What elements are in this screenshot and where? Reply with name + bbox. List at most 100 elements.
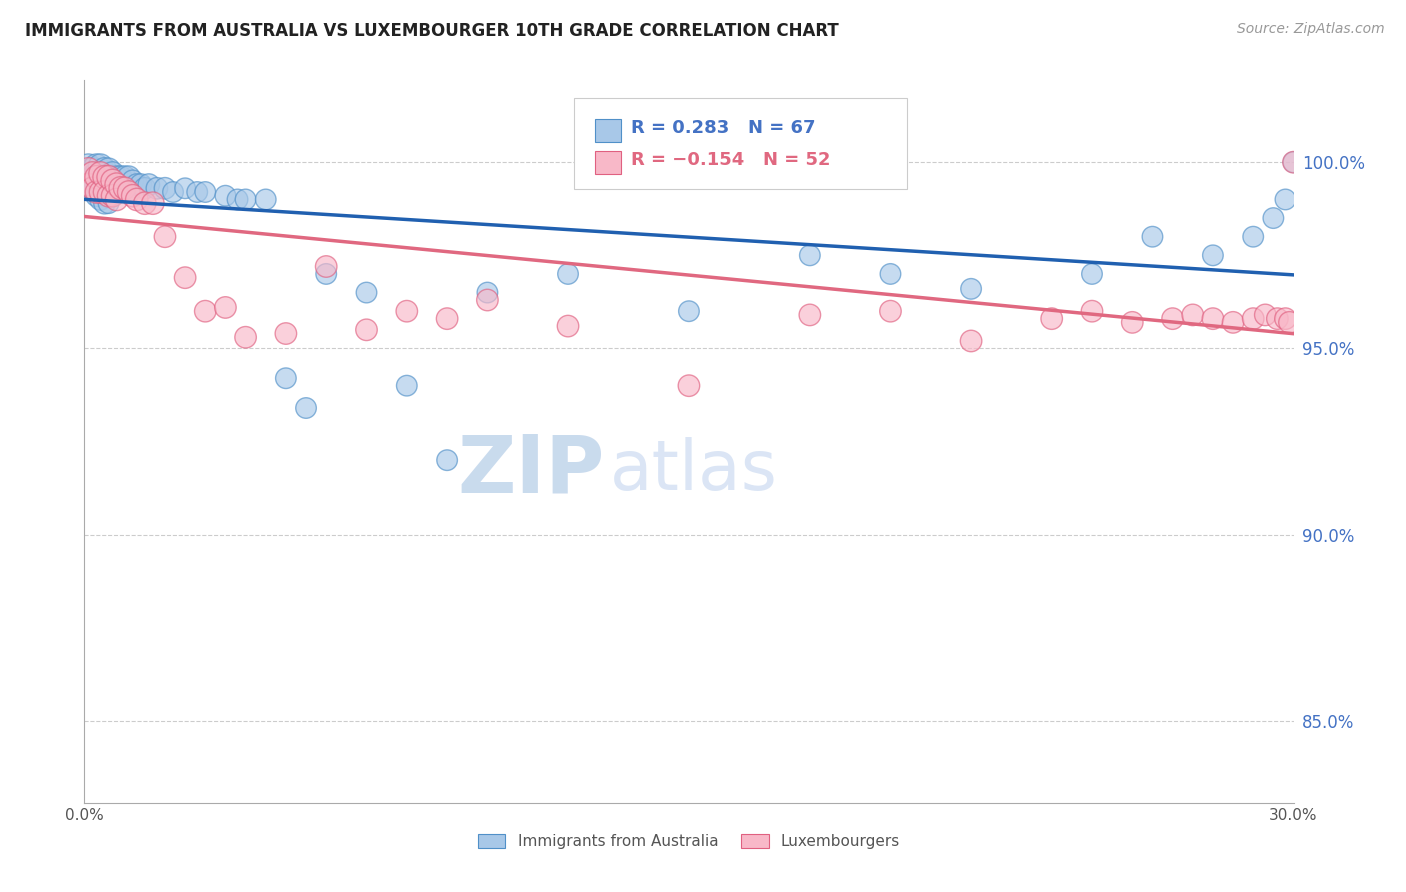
Point <box>86 188 108 202</box>
Point <box>110 170 132 185</box>
Point <box>105 178 128 192</box>
Point <box>1202 311 1225 326</box>
Point <box>118 170 141 185</box>
Point <box>1121 315 1143 329</box>
Point <box>315 260 337 274</box>
Point <box>557 319 579 334</box>
Point <box>1241 229 1264 244</box>
Point <box>678 304 700 318</box>
Point <box>121 188 143 202</box>
Point <box>356 323 378 337</box>
Point <box>1181 308 1204 322</box>
Point <box>1040 311 1063 326</box>
Point <box>477 285 499 300</box>
Point <box>146 181 169 195</box>
Point <box>1267 311 1289 326</box>
Point <box>879 304 901 318</box>
Point <box>1263 211 1285 225</box>
Point <box>86 159 108 173</box>
Point <box>1282 155 1305 169</box>
Legend: Immigrants from Australia, Luxembourgers: Immigrants from Australia, Luxembourgers <box>470 826 908 856</box>
Point <box>93 181 115 195</box>
Point <box>226 193 249 207</box>
Point <box>174 181 197 195</box>
Point <box>89 166 111 180</box>
Point <box>101 178 124 192</box>
Point <box>114 181 136 195</box>
Point <box>395 378 418 392</box>
Point <box>174 270 197 285</box>
Point <box>101 188 124 202</box>
Point <box>89 166 111 180</box>
Point <box>436 453 458 467</box>
Point <box>77 159 100 173</box>
Point <box>105 170 128 185</box>
Point <box>125 193 148 207</box>
Point <box>105 181 128 195</box>
Point <box>1278 315 1301 329</box>
Point <box>93 170 115 185</box>
Point <box>93 162 115 177</box>
Point <box>77 166 100 180</box>
Point <box>960 334 983 348</box>
Text: Source: ZipAtlas.com: Source: ZipAtlas.com <box>1237 22 1385 37</box>
Point <box>436 311 458 326</box>
Point <box>678 378 700 392</box>
Text: R = 0.283   N = 67: R = 0.283 N = 67 <box>631 120 815 137</box>
Text: atlas: atlas <box>610 437 778 504</box>
Point <box>97 170 120 185</box>
Point <box>1081 267 1104 281</box>
Point <box>118 185 141 199</box>
Point <box>101 166 124 180</box>
Text: ZIP: ZIP <box>457 432 605 509</box>
FancyBboxPatch shape <box>574 98 907 189</box>
Point <box>235 193 257 207</box>
Point <box>93 196 115 211</box>
Point <box>395 304 418 318</box>
Point <box>134 181 156 195</box>
Point <box>93 170 115 185</box>
Point <box>97 170 120 185</box>
Point <box>82 162 104 177</box>
Point <box>879 267 901 281</box>
Point <box>86 178 108 192</box>
Point <box>86 185 108 199</box>
Point <box>1142 229 1164 244</box>
Point <box>97 162 120 177</box>
Point <box>162 185 184 199</box>
Point <box>110 181 132 195</box>
Point <box>235 330 257 344</box>
Point <box>77 181 100 195</box>
Point <box>557 267 579 281</box>
Point <box>89 159 111 173</box>
Point <box>1161 311 1184 326</box>
Point <box>254 193 277 207</box>
Point <box>1081 304 1104 318</box>
Point <box>82 166 104 180</box>
Bar <box>595 119 621 142</box>
Point <box>97 188 120 202</box>
Point <box>101 188 124 202</box>
Point <box>274 326 297 341</box>
Point <box>214 188 236 202</box>
Point <box>214 301 236 315</box>
Point <box>89 178 111 192</box>
Bar <box>595 151 621 174</box>
Point <box>93 185 115 199</box>
Point <box>77 162 100 177</box>
Point <box>356 285 378 300</box>
Point <box>114 181 136 195</box>
Point <box>1254 308 1277 322</box>
Point <box>194 304 217 318</box>
Point <box>153 181 176 195</box>
Point <box>1282 155 1305 169</box>
Point <box>960 282 983 296</box>
Point <box>799 248 821 262</box>
Point <box>142 196 165 211</box>
Point <box>477 293 499 307</box>
Point <box>138 178 160 192</box>
Point <box>125 178 148 192</box>
Text: R = −0.154   N = 52: R = −0.154 N = 52 <box>631 151 831 169</box>
Point <box>194 185 217 199</box>
Point <box>274 371 297 385</box>
